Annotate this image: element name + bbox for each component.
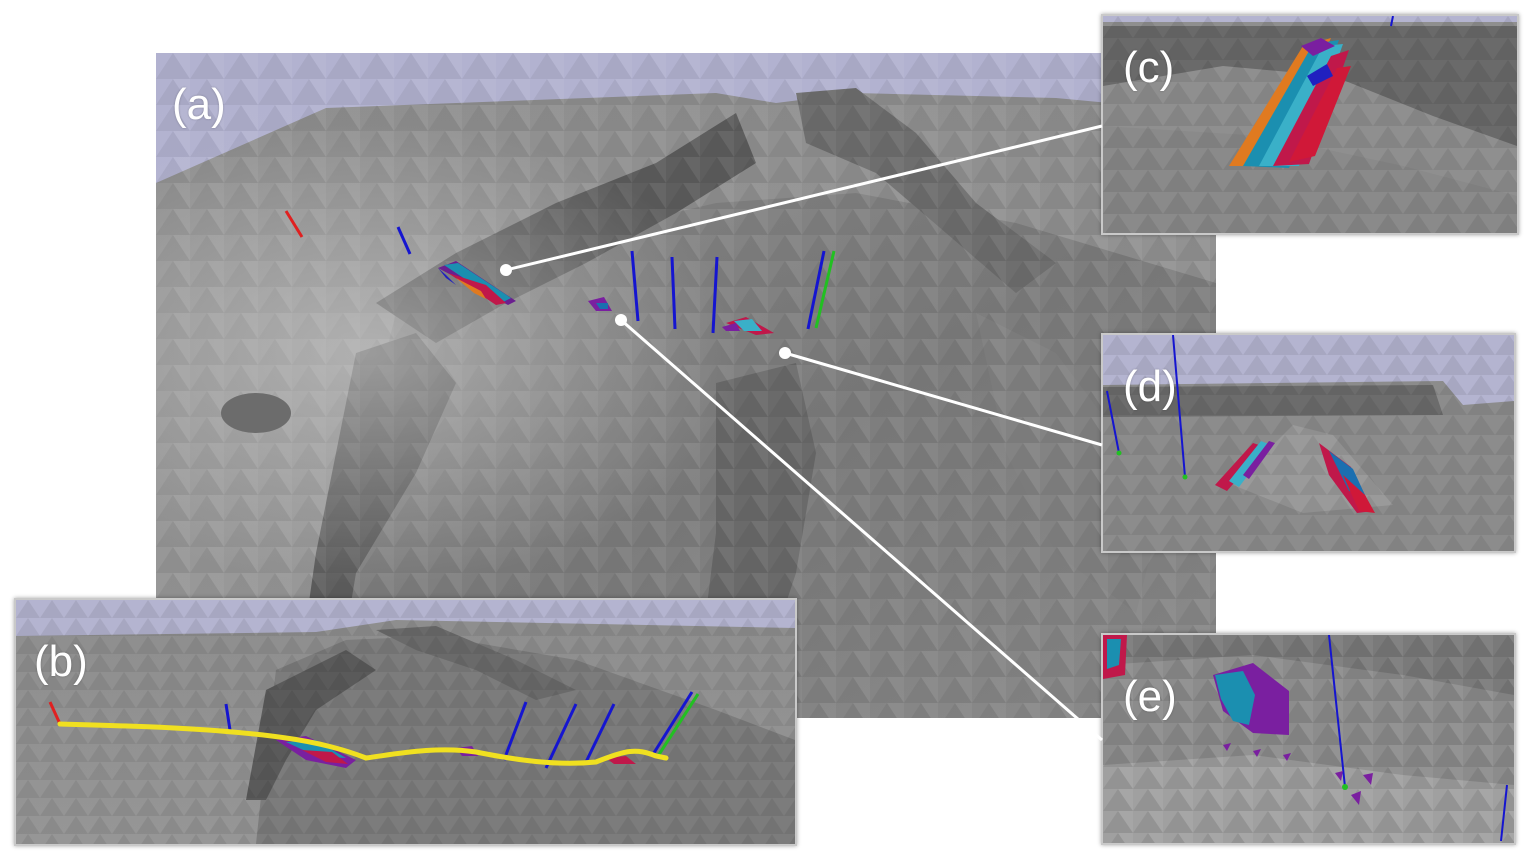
marker-red [48,701,62,725]
marker-blue [1500,784,1508,842]
voxel-cluster-e [1103,635,1373,805]
voxel-cluster-e [588,297,612,311]
panel-label-e: (e) [1123,672,1177,721]
panel-c-closeup: (c) [1101,14,1519,235]
marker-blue [1106,390,1120,454]
marker-blue [1390,16,1394,27]
panel-label-b: (b) [34,637,88,686]
terrain-render-e [1103,635,1514,843]
marker-red [284,210,304,238]
panel-b-path-view: (b) [14,598,797,846]
marker-green-dot [1342,784,1348,790]
marker-blue [502,701,528,761]
marker-blue [1328,635,1346,788]
panel-label-a: (a) [172,80,226,129]
panel-label-d: (d) [1123,362,1177,411]
voxel-cluster [276,736,636,768]
panel-d-closeup: (d) [1101,333,1516,553]
marker-blue [584,703,616,763]
traverse-path [57,721,669,766]
marker-green-dot [1182,474,1188,480]
mesh-facets [16,600,795,844]
marker-blue [396,226,412,255]
voxel-cluster-d [1215,441,1375,513]
marker-blue [224,703,232,731]
marker-blue [544,703,578,769]
terrain-render-c [1103,16,1517,233]
marker-blue [1172,335,1186,478]
terrain-render-b [16,600,795,844]
terrain-render-d [1103,335,1514,551]
crater [221,393,291,433]
panel-label-c: (c) [1123,43,1175,92]
marker-green-dot [1116,450,1122,456]
mesh-facets [1103,335,1514,551]
voxel-cluster-c [438,261,516,305]
mesh-facets [1103,635,1514,843]
voxel-cluster-c [1229,38,1351,168]
panel-e-closeup: (e) [1101,633,1516,845]
